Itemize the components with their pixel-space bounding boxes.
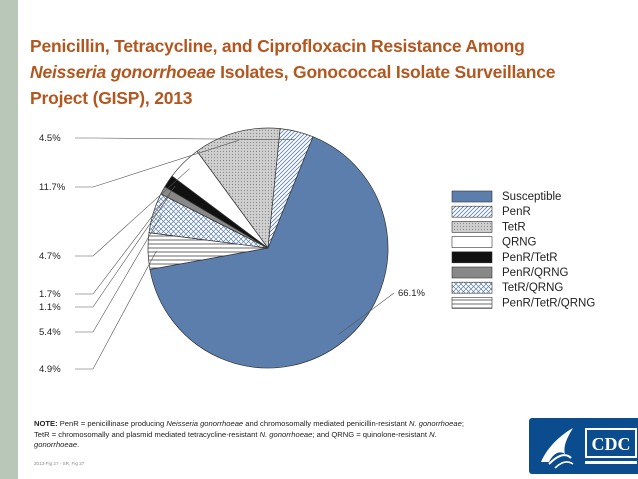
note-italic-4: N. gonorrhoeae <box>34 429 437 450</box>
pie-value-label-penr-qrng: 4.7% <box>39 251 61 262</box>
pie-value-label-penr-tetr: 1.7% <box>39 289 61 300</box>
pie-value-label-tetr-qrng: 11.7% <box>39 182 66 193</box>
title-italic-species: Neisseria gonorrhoeae <box>30 62 216 82</box>
pie-slice-penr-tetr-qrng <box>267 128 314 249</box>
pie-chart: 66.1% 4.9% 5.4% 1.1% 1.7% 4.7% 11.7% 4.5% Susce… <box>39 127 595 375</box>
chart-title: Penicillin, Tetracycline, and Ciprofloxa… <box>30 33 630 111</box>
note-label: NOTE: <box>34 419 58 428</box>
slide-footer: 2013-Fig 27 - SR, Fig 27 <box>34 461 85 466</box>
pie-value-label-qrng: 1.1% <box>39 302 61 313</box>
legend-swatch-penr-tetr-qrng <box>451 297 493 309</box>
leader-line-tetr <box>75 215 162 333</box>
pie-value-label-penr: 4.9% <box>39 364 61 375</box>
leader-line-penr <box>75 250 157 370</box>
cdc-logo: CDC <box>529 418 638 474</box>
legend-label-penr-qrng: PenR/QRNG <box>502 267 569 279</box>
legend-label-tetr: TetR <box>502 221 526 233</box>
note-text-5: . <box>77 440 80 449</box>
legend-swatch-penr <box>451 205 493 218</box>
note-text-3: ; TetR = chromosomally and plasmid media… <box>34 419 464 439</box>
legend-swatch-tetr <box>451 221 493 233</box>
legend-label-susceptible: Susceptible <box>502 191 561 203</box>
legend-label-penr-tetr-qrng: PenR/TetR/QRNG <box>502 297 595 309</box>
title-line-2: Isolates, Gonococcal Isolate Surveillanc… <box>215 62 556 82</box>
pie-value-label-penr-tetr-qrng: 4.5% <box>39 133 61 144</box>
legend-swatch-penr-qrng <box>451 266 493 279</box>
legend-swatch-susceptible <box>451 190 493 203</box>
footnote: NOTE: PenR = penicillinase producing Nei… <box>34 419 474 451</box>
leader-line-qrng <box>75 194 171 308</box>
leader-line-penr-tetr-qrng <box>75 137 295 140</box>
title-line-1: Penicillin, Tetracycline, and Ciprofloxa… <box>30 36 525 56</box>
legend-swatch-qrng <box>451 236 493 248</box>
leader-line-susceptible <box>338 292 395 335</box>
leader-line-penr-tetr <box>75 185 176 295</box>
note-text-2: and chromosomally mediated penicillin-re… <box>243 419 410 428</box>
legend-swatch-tetr-qrng <box>451 281 493 294</box>
cdc-logo-text: CDC <box>592 434 631 454</box>
leader-line-tetr-qrng <box>75 140 239 188</box>
pie-slice-susceptible <box>149 136 389 369</box>
leader-line-penr-qrng <box>75 168 190 257</box>
hhs-eagle-icon: CDC <box>541 428 637 469</box>
note-text-4: ; and QRNG = quinolone-resistant <box>312 429 430 439</box>
legend-label-tetr-qrng: TetR/QRNG <box>502 282 563 294</box>
note-italic-1: Neisseria gonorrhoeae <box>166 419 244 428</box>
legend-label-penr-tetr: PenR/TetR <box>502 252 558 264</box>
note-text-1: PenR = penicillinase producing <box>57 419 167 428</box>
pie-value-label-tetr: 5.4% <box>39 327 61 338</box>
legend-swatch-penr-tetr <box>451 251 493 264</box>
note-italic-2: N. gonorrhoeae <box>409 419 462 428</box>
legend-label-qrng: QRNG <box>502 237 537 249</box>
pie-slice-tetr-qrng <box>196 127 281 249</box>
note-italic-3: N. gonorrhoeae <box>259 429 313 439</box>
pie-value-label-susceptible: 66.1% <box>398 288 425 299</box>
title-line-3: Project (GISP), 2013 <box>30 88 193 108</box>
slide: Penicillin, Tetracycline, and Ciprofloxa… <box>18 0 638 479</box>
legend-label-penr: PenR <box>502 206 531 218</box>
